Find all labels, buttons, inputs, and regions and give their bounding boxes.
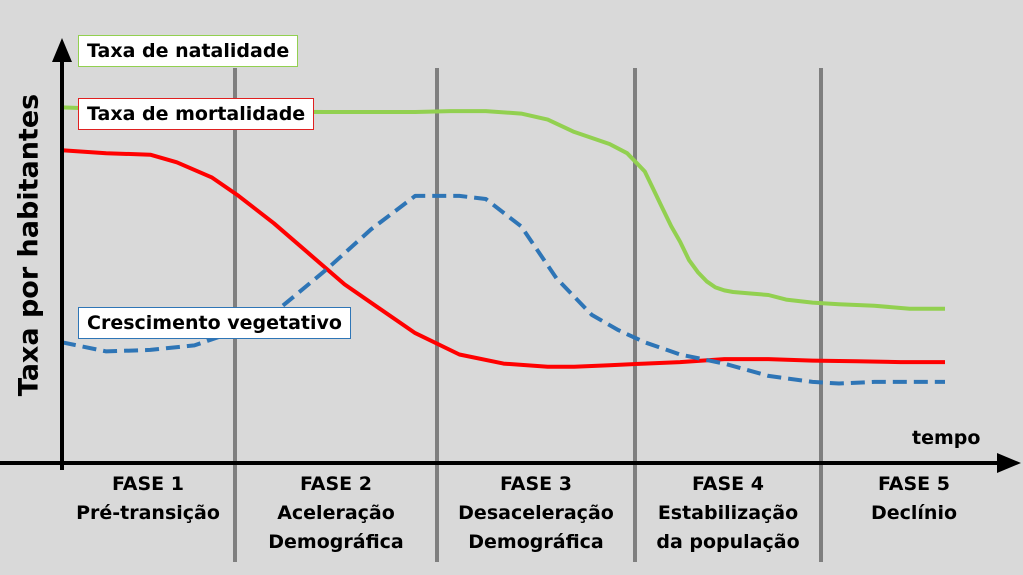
y-axis-arrowhead [52,38,72,62]
series-layer [61,105,945,386]
phase-2-label: FASE 2 Aceleração Demográfica [236,470,436,557]
phase-3-title: FASE 3 [499,473,572,495]
phase-1-title: FASE 1 [111,473,184,495]
phase-1-label: FASE 1 Pré-transição [62,470,234,528]
phase-3-subtitle-1: Desaceleração [458,502,614,524]
phase-3-subtitle-2: Demográfica [468,531,604,553]
y-axis-title: Taxa por habitantes [13,93,45,397]
phase-5-subtitle: Declínio [870,502,958,524]
series-line-1 [61,105,945,311]
x-axis-title: tempo [912,427,981,449]
legend-vegetative-growth: Crescimento vegetativo [78,307,351,339]
axes [0,38,1021,473]
phase-2-subtitle-1: Aceleração [277,502,395,524]
legend-birth-rate: Taxa de natalidade [78,35,299,67]
phase-4-subtitle-2: da população [656,531,800,553]
phase-5-title: FASE 5 [877,473,950,495]
phase-4-title: FASE 4 [691,473,764,495]
series-line-3 [61,193,945,386]
legend-death-rate: Taxa de mortalidade [78,98,315,130]
phase-4-subtitle-1: Estabilização [657,502,799,524]
phase-3-label: FASE 3 Desaceleração Demográfica [438,470,634,557]
phase-5-label: FASE 5 Declínio [822,470,1006,528]
phase-4-label: FASE 4 Estabilização da população [636,470,820,557]
phase-2-title: FASE 2 [299,473,372,495]
x-axis-arrowhead [997,453,1021,473]
phase-2-subtitle-2: Demográfica [268,531,404,553]
phase-1-subtitle: Pré-transição [76,502,220,524]
series-line-2 [61,148,945,369]
